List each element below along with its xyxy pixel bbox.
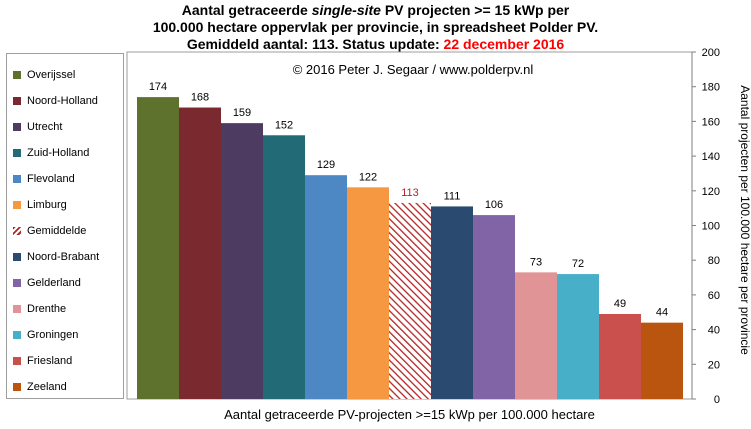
bar-friesland (599, 313, 641, 399)
legend-item-zeeland: Zeeland (13, 380, 67, 394)
legend-item-utrecht: Utrecht (13, 120, 62, 134)
y-tick-label: 160 (702, 116, 720, 128)
bar-utrecht (221, 123, 263, 399)
bar-drenthe (515, 272, 557, 399)
value-label-friesland: 49 (614, 298, 626, 310)
bar-zeeland (641, 322, 683, 399)
y-tick-label: 200 (702, 47, 720, 59)
legend-item-overijssel: Overijssel (13, 68, 75, 82)
legend-item-noord-brabant: Noord-Brabant (13, 250, 99, 264)
legend-swatch (13, 305, 21, 313)
legend-swatch (13, 71, 21, 79)
title-line-1-emphasis: single-site (311, 2, 381, 18)
legend-item-groningen: Groningen (13, 328, 78, 342)
chart-title: Aantal getraceerde single-site PV projec… (0, 2, 751, 53)
legend-swatch (13, 357, 21, 365)
y-tick-label: 0 (714, 394, 720, 406)
legend-label: Overijssel (27, 69, 76, 81)
status-date: 22 december 2016 (443, 36, 565, 52)
legend-swatch (13, 201, 21, 209)
bar-noord-holland (179, 107, 221, 400)
y-tick-label: 180 (702, 82, 720, 94)
value-label-limburg: 122 (359, 171, 377, 183)
y-tick-label: 40 (708, 325, 720, 337)
title-line-1-end: PV projecten >= 15 kWp per (380, 2, 570, 18)
legend-item-limburg: Limburg (13, 198, 67, 212)
title-line-3: Gemiddeld aantal: 113. Status update: 22… (0, 36, 751, 53)
legend-label: Zuid-Holland (27, 147, 90, 159)
value-labels-group: 174 168 159 152 129 122 113 111 106 73 72 49 44 (149, 81, 668, 319)
value-label-gemiddelde: 113 (401, 187, 419, 199)
legend-label: Gelderland (27, 277, 81, 289)
value-label-utrecht: 159 (233, 107, 251, 119)
y-tick-label: 20 (708, 359, 720, 371)
value-label-noord-holland: 168 (191, 92, 209, 104)
value-label-zuid-holland: 152 (275, 119, 293, 131)
chart-legend: Overijssel Noord-Holland Utrecht Zuid-Holla… (6, 53, 124, 399)
title-line-3-start: Gemiddeld aantal: 113. Status update: (186, 36, 444, 52)
value-label-gelderland: 106 (485, 199, 503, 211)
value-label-flevoland: 129 (317, 159, 335, 171)
legend-swatch (13, 175, 21, 183)
legend-swatch (13, 97, 21, 105)
copyright-annotation: © 2016 Peter J. Segaar / www.polderpv.nl (293, 62, 534, 77)
legend-label: Groningen (27, 329, 79, 341)
x-axis-label: Aantal getraceerde PV-projecten >=15 kWp… (224, 407, 595, 422)
value-label-groningen: 72 (572, 258, 584, 270)
title-line-1: Aantal getraceerde single-site PV projec… (0, 2, 751, 19)
legend-item-friesland: Friesland (13, 354, 72, 368)
legend-label: Noord-Holland (27, 95, 98, 107)
legend-swatch (13, 279, 21, 287)
y-tick-label: 140 (702, 151, 720, 163)
bar-overijssel (137, 97, 179, 400)
bars-group (137, 97, 683, 400)
value-label-noord-brabant: 111 (444, 190, 461, 202)
legend-swatch (13, 383, 21, 391)
y-ticks-group: 0 20 40 60 80 100 120 140 160 180 200 (692, 47, 720, 406)
value-label-drenthe: 73 (530, 256, 542, 268)
legend-swatch (13, 149, 21, 157)
bar-gelderland (473, 215, 515, 399)
y-tick-label: 80 (708, 255, 720, 267)
legend-swatch (13, 227, 21, 235)
legend-label: Drenthe (27, 303, 67, 315)
legend-item-zuid-holland: Zuid-Holland (13, 146, 89, 160)
legend-label: Friesland (27, 355, 73, 367)
bar-flevoland (305, 175, 347, 399)
y-tick-label: 120 (702, 186, 720, 198)
value-label-overijssel: 174 (149, 81, 167, 93)
legend-label: Limburg (27, 199, 67, 211)
bar-noord-brabant (431, 206, 473, 399)
legend-swatch (13, 331, 21, 339)
legend-label: Utrecht (27, 121, 63, 133)
bar-gemiddelde (389, 202, 431, 399)
bar-zuid-holland (263, 135, 305, 399)
legend-label: Noord-Brabant (27, 251, 100, 263)
legend-item-gelderland: Gelderland (13, 276, 81, 290)
y-tick-label: 60 (708, 290, 720, 302)
y-tick-label: 100 (702, 221, 720, 233)
title-line-2: 100.000 hectare oppervlak per provincie,… (152, 19, 599, 35)
legend-item-gemiddelde: Gemiddelde (13, 224, 86, 238)
legend-item-noord-holland: Noord-Holland (13, 94, 98, 108)
legend-item-flevoland: Flevoland (13, 172, 75, 186)
legend-swatch (13, 253, 21, 261)
title-line-1-start: Aantal getraceerde (181, 2, 312, 18)
bar-limburg (347, 187, 389, 399)
legend-label: Gemiddelde (27, 225, 87, 237)
value-label-zeeland: 44 (656, 307, 668, 319)
legend-label: Zeeland (27, 381, 67, 393)
y-axis-label: Aantal projecten per 100.000 hectare per… (738, 85, 751, 355)
bar-groningen (557, 274, 599, 399)
legend-item-drenthe: Drenthe (13, 302, 66, 316)
legend-swatch (13, 123, 21, 131)
legend-label: Flevoland (27, 173, 75, 185)
